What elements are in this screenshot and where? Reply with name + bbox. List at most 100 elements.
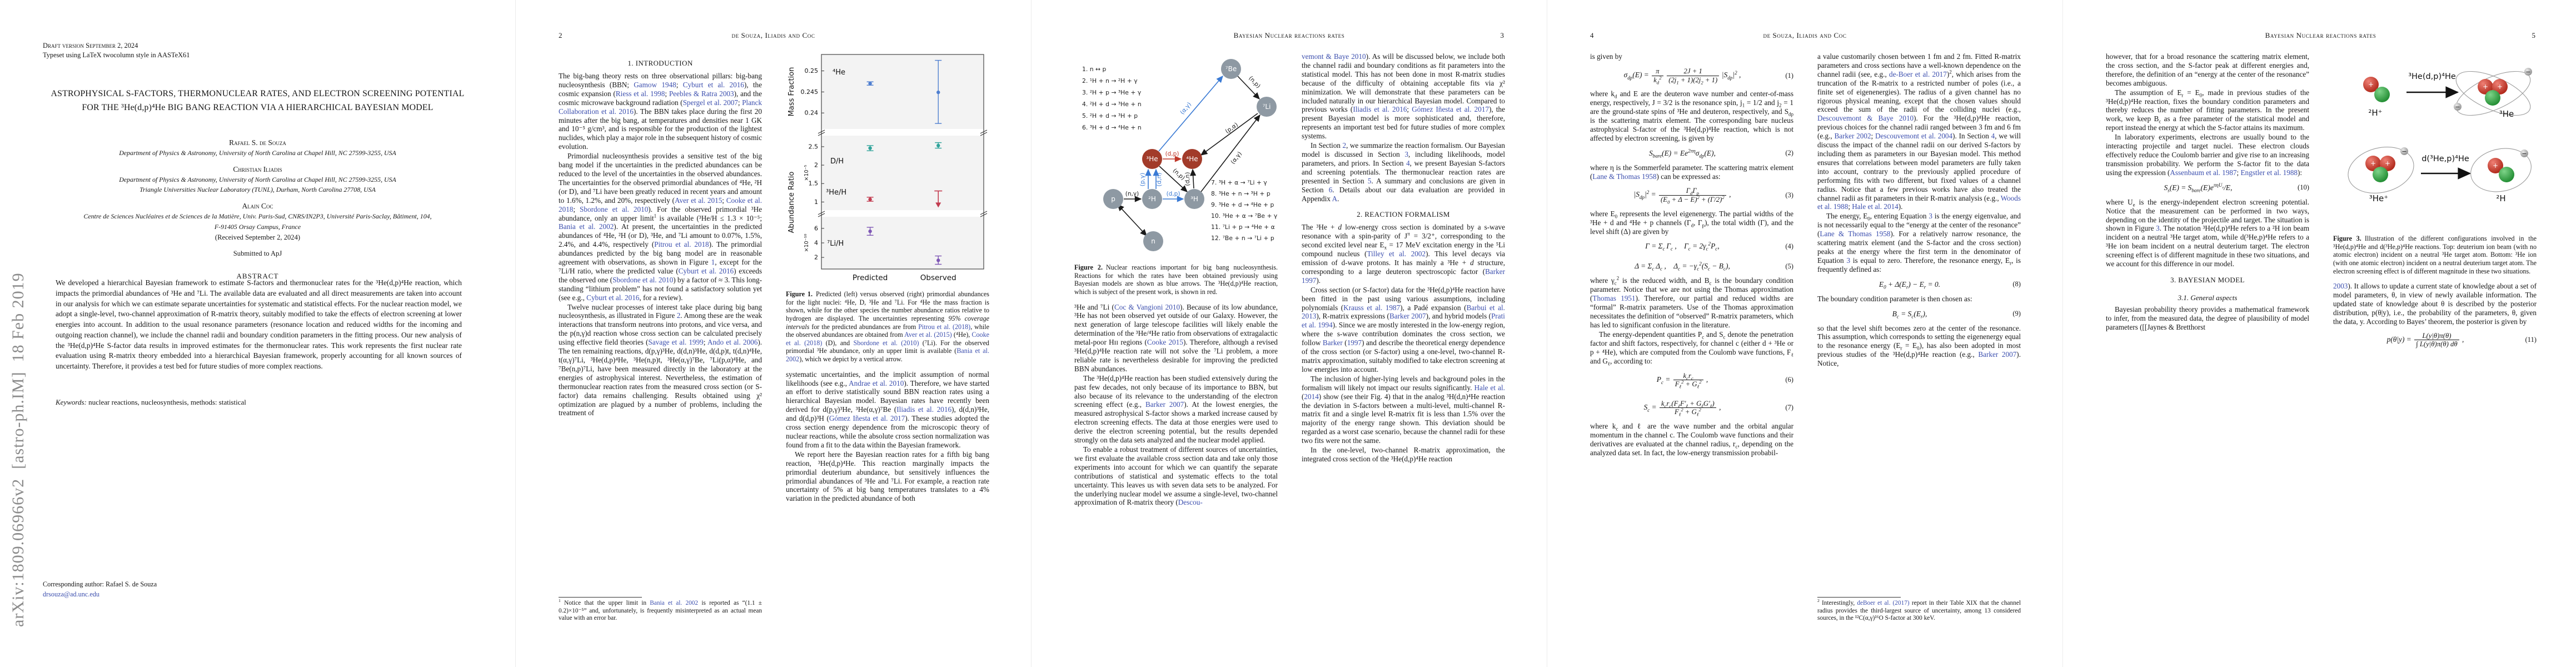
- paragraph: so that the level shift becomes zero at …: [1817, 323, 2021, 368]
- citation-link[interactable]: Barbui et al. 2013: [1302, 303, 1505, 321]
- keywords-label: Keywords:: [56, 398, 87, 406]
- proton-sphere: [2478, 79, 2493, 94]
- proton-sphere: [2488, 158, 2503, 173]
- citation-link[interactable]: Aver et al. (2015): [904, 331, 952, 339]
- page-number: [2106, 31, 2128, 40]
- email-link[interactable]: drsouza@ad.unc.edu: [43, 590, 99, 599]
- citation-link[interactable]: Planck Collaboration et al. 2016: [559, 98, 762, 116]
- equation: p(θ|y) = L(y|θ)π(θ) ∫ L(y|θ)π(θ) dθ , (11): [2386, 331, 2537, 349]
- citation-link[interactable]: Descouvemont et al. 2004: [1875, 132, 1953, 141]
- citation-link[interactable]: Thomas 1951: [1592, 294, 1636, 303]
- citation-link[interactable]: Cooke 2015: [1147, 338, 1183, 347]
- citation-link[interactable]: Bania et al. 2002: [650, 600, 699, 607]
- citation-link[interactable]: Prati et al. 1994: [1302, 312, 1505, 330]
- citation-link[interactable]: Cooke et al. 2018: [559, 196, 762, 213]
- citation-link[interactable]: Engstler et al. 1988: [2240, 168, 2298, 177]
- author-affiliation: Centre de Sciences Nucléaires et de Scie…: [83, 212, 432, 220]
- citation-link[interactable]: Riess et al. 1998: [615, 89, 665, 98]
- figure-3-screening-illustration: + ²H⁺ ³He(d,p)⁴He + + − −: [2348, 68, 2532, 203]
- citation-link[interactable]: Lane & Thomas 1958: [1592, 172, 1657, 181]
- citation-link[interactable]: Gómez Iñesta et al. 2017: [829, 414, 905, 423]
- citation-link[interactable]: Tilley et al. 2002: [1367, 250, 1426, 258]
- electron: [2400, 147, 2408, 155]
- paragraph: vemont & Baye 2010). As will be discusse…: [1302, 52, 1505, 141]
- section-heading: 2. REACTION FORMALISM: [1357, 210, 1450, 219]
- neutral-deuterium-atom: + − ²H: [2470, 148, 2532, 203]
- citation-link[interactable]: Pitrou et al. (2018): [918, 322, 971, 331]
- citation-link[interactable]: 2014: [1304, 392, 1319, 401]
- citation-link[interactable]: Barker 2007: [1389, 312, 1426, 321]
- citation-link[interactable]: 2: [676, 311, 681, 320]
- citation-link[interactable]: deBoer et al. (2017): [1857, 600, 1910, 607]
- citation-link[interactable]: Cyburt et al. 2016: [586, 293, 640, 302]
- citation-link[interactable]: 1997: [1347, 339, 1362, 347]
- citation-link[interactable]: Hale et al. 2014: [1852, 202, 1899, 211]
- citation-link[interactable]: Pitrou et al. 2018: [654, 240, 709, 249]
- citation-link[interactable]: 4: [1991, 132, 1995, 141]
- citation-link[interactable]: Iliadis et al. 2016: [896, 405, 952, 414]
- citation-link[interactable]: Sbordone et al. 2010: [612, 275, 674, 284]
- citation-link[interactable]: Spergel et al. 2007: [682, 98, 738, 107]
- x-axis-label: Observed: [920, 273, 956, 282]
- citation-link[interactable]: 3: [2156, 224, 2160, 233]
- citation-link[interactable]: Descou-: [1178, 498, 1203, 507]
- citation-link[interactable]: Barker 2007: [1145, 400, 1184, 409]
- neutron-sphere: [2499, 167, 2514, 182]
- citation-link[interactable]: 2: [1342, 141, 1347, 150]
- citation-link[interactable]: Iliadis et al. 2016: [1353, 105, 1407, 114]
- series-label: ⁷Li/H: [827, 240, 844, 248]
- citation-link[interactable]: 6: [1328, 185, 1333, 194]
- citation-link[interactable]: Barker 1997: [1302, 267, 1505, 285]
- citation-link[interactable]: Sbordone et al. (2010): [853, 339, 919, 347]
- nuclide-node: [1184, 189, 1204, 209]
- y-tick-label: 2.5: [809, 143, 819, 150]
- author-name: Christian Iliadis: [233, 165, 282, 173]
- citation-link[interactable]: Assenbaum et al. 1987: [2170, 168, 2237, 177]
- citation-link[interactable]: Cyburt et al. 2016: [678, 266, 734, 275]
- citation-link[interactable]: Coc & Vangioni 2010: [1114, 302, 1180, 311]
- paragraph: where Ue is the energy-independent elect…: [2106, 197, 2309, 268]
- citation-link[interactable]: vemont & Baye 2010: [1302, 52, 1366, 61]
- citation-link[interactable]: Descouvemont & Baye 2010: [1817, 114, 1914, 123]
- citation-link[interactable]: Gamow 1948: [634, 80, 676, 89]
- citation-link[interactable]: Bania et al. 2002: [559, 222, 614, 231]
- citation-link[interactable]: 3: [1404, 150, 1409, 158]
- citation-link[interactable]: 2003: [2333, 282, 2348, 291]
- citation-link[interactable]: Barker 2007: [1978, 350, 2017, 359]
- edge-label: (d,p): [1165, 151, 1179, 157]
- citation-link[interactable]: 4: [1406, 158, 1410, 167]
- citation-link[interactable]: Lane & Thomas 1958: [1820, 230, 1891, 238]
- edge-label: (p,γ): [1139, 173, 1146, 186]
- citation-link[interactable]: Bania et al. 2002: [786, 347, 989, 363]
- edge-label: (n,γ): [1125, 191, 1139, 197]
- paragraph: 2003). It allows to update a current sta…: [2333, 282, 2537, 326]
- electron: [2520, 150, 2528, 157]
- citation-link[interactable]: de-Boer et al. 2017: [1889, 69, 1947, 78]
- reaction-list-item: 7. ³H + α → ⁷Li + γ: [1211, 179, 1267, 186]
- citation-link[interactable]: Cooke et al. (2018): [786, 331, 989, 347]
- citation-link[interactable]: Barker 2002: [1834, 132, 1871, 141]
- citation-link[interactable]: Cyburt et al. 2016: [682, 80, 744, 89]
- citation-link[interactable]: 5: [1367, 176, 1372, 185]
- citation-link[interactable]: Aver et al. 2015: [674, 196, 723, 205]
- citation-link[interactable]: 3: [1846, 256, 1851, 265]
- citation-link[interactable]: Andrae et al. 2010: [849, 379, 904, 387]
- neutron-sphere: [2485, 90, 2500, 106]
- citation-link[interactable]: Savage et al. 1999: [648, 338, 704, 347]
- citation-link[interactable]: Woods et al. 1988: [1817, 193, 2021, 211]
- reaction-edge: [1117, 203, 1147, 237]
- citation-link[interactable]: Peebles & Ratra 2003: [669, 89, 734, 98]
- data-point: [936, 90, 940, 94]
- citation-link[interactable]: Sbordone et al. 2010: [580, 205, 649, 213]
- citation-link[interactable]: Krauss et al. 1987: [1343, 303, 1401, 312]
- citation-link[interactable]: A: [1332, 194, 1338, 203]
- citation-link[interactable]: 1: [711, 258, 715, 267]
- edge-label: (d,n): [1156, 173, 1163, 187]
- citation-link[interactable]: Gómez Iñesta et al. 2017: [1412, 105, 1489, 114]
- citation-link[interactable]: Hale et al.: [1474, 383, 1505, 392]
- citation-link[interactable]: Ando et al. 2006: [707, 338, 758, 347]
- paragraph: In Section 2, we summarize the reaction …: [1302, 141, 1505, 203]
- citation-link[interactable]: Barker: [1322, 339, 1343, 347]
- citation-link[interactable]: 3: [1929, 212, 1932, 221]
- nuclide-node: [1142, 189, 1162, 209]
